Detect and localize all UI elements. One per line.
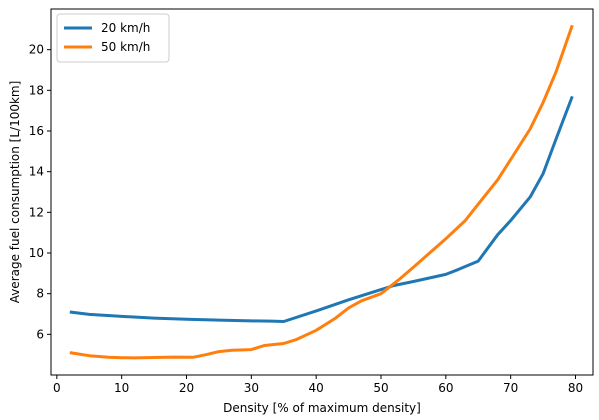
x-tick-label: 30 <box>244 381 259 395</box>
x-tick-label: 0 <box>53 381 61 395</box>
series-line-2 <box>69 24 574 360</box>
y-tick-label: 14 <box>29 165 44 179</box>
legend-label-1: 20 km/h <box>101 21 150 35</box>
y-axis-label: Average fuel consumption [L/100km] <box>8 81 22 304</box>
y-tick-label: 8 <box>36 287 44 301</box>
series-line-1 <box>69 95 574 323</box>
x-tick-label: 70 <box>503 381 518 395</box>
legend-box <box>56 13 170 63</box>
y-tick-label: 20 <box>29 43 44 57</box>
legend-label-2: 50 km/h <box>101 40 150 54</box>
x-tick-label: 20 <box>179 381 194 395</box>
x-tick-label: 60 <box>438 381 453 395</box>
x-axis-ticks: 0 10 20 30 40 50 60 70 80 <box>53 375 583 395</box>
plot-area <box>50 8 594 376</box>
x-tick-label: 50 <box>373 381 388 395</box>
y-tick-label: 10 <box>29 246 44 260</box>
y-axis-ticks: 6 8 10 12 14 16 18 20 <box>29 43 51 341</box>
y-tick-label: 16 <box>29 124 44 138</box>
y-tick-label: 12 <box>29 205 44 219</box>
x-tick-label: 40 <box>309 381 324 395</box>
series-layer <box>69 24 574 360</box>
y-tick-label: 18 <box>29 83 44 97</box>
x-axis-label: Density [% of maximum density] <box>223 401 421 415</box>
x-tick-label: 80 <box>568 381 583 395</box>
legend: 20 km/h 50 km/h <box>56 13 170 63</box>
y-tick-label: 6 <box>36 327 44 341</box>
x-tick-label: 10 <box>114 381 129 395</box>
